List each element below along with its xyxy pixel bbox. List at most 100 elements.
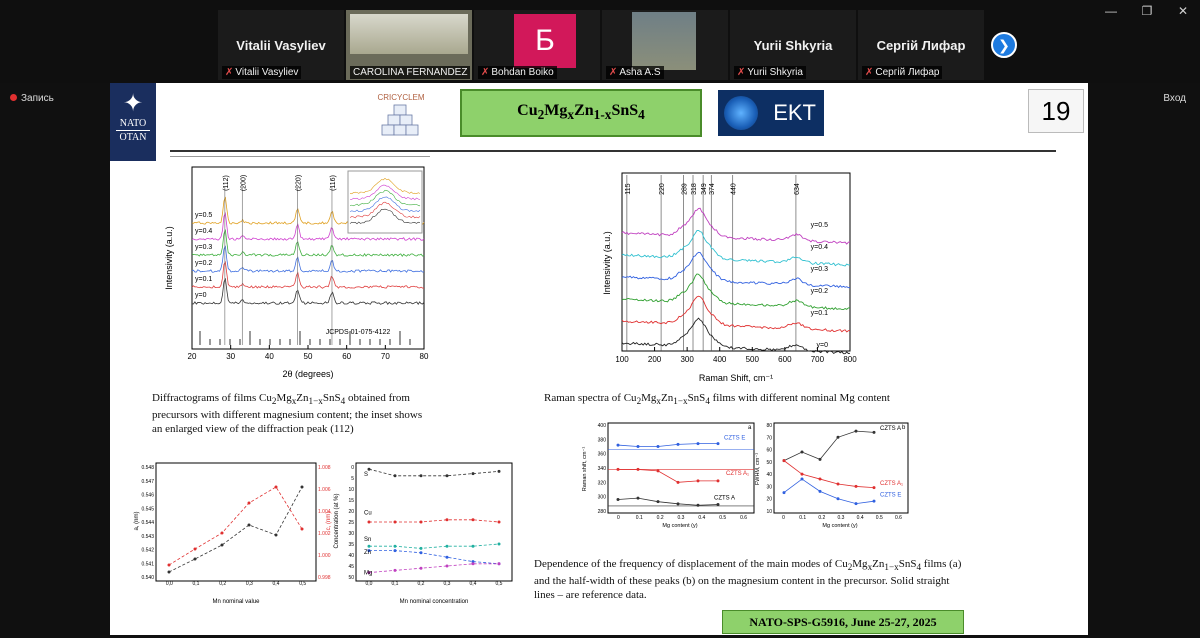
peak-label: (220) [296,175,303,191]
participant-label: CAROLINA FERNANDEZ S... [350,66,470,79]
participant-tile[interactable]: Vitalii Vasyliev ✗ Vitalii Vasyliev [218,10,344,80]
Zn-series [369,550,500,565]
CZTS-E-series-point [836,497,840,501]
Zn-series-point [367,549,371,553]
x-tick-label: 0,5 [299,581,306,587]
jcpds-label: JCPDS 01-075-4122 [326,329,391,336]
CZTS-E-series-point [676,442,680,446]
CZTS-A-series-point [800,450,804,454]
y-tick-label: 50 [348,575,354,581]
x-tick-label: 0.4 [698,515,705,521]
CZTS-A1-series-point [818,477,822,481]
series-label: y=0.1 [195,276,212,283]
x-tick-label: 0,0 [366,581,373,587]
x-tick-label: 0,1 [193,581,200,587]
participant-tile[interactable]: Yurii Shkyria ✗ Yurii Shkyria [730,10,856,80]
peak-label: 220 [659,183,666,195]
participant-name: Vitalii Vasyliev [236,38,326,53]
Zn-series-point [393,549,397,553]
ekt-logo: EKT [718,90,824,136]
a-series-point [193,557,197,561]
participant-tile[interactable]: Сергій Лифар ✗ Сергій Лифар [858,10,984,80]
CZTS-A-series-point [616,498,620,502]
minimize-icon[interactable]: — [1105,4,1117,18]
x-tick-label: 700 [811,355,825,364]
exit-button[interactable]: Вход [1163,93,1186,104]
y-tick-label: 0.548 [141,465,154,471]
y-axis-label: Concentration (at %) [334,493,340,548]
participant-tile-video[interactable]: ✗ Asha A.S [602,10,728,80]
Zn-series-point [419,551,423,555]
Sn-series-point [367,544,371,548]
series-label: y=0.1 [811,310,828,317]
x-tick-label: 0,4 [273,581,280,587]
CZTS-A1-series-point [696,479,700,483]
y-tick-label: 20 [348,509,354,515]
inset-series-line [349,184,421,201]
x-tick-label: 800 [843,355,857,364]
CZTS-E-series-point [656,445,660,448]
Cu-series-point [419,520,423,524]
svg-text:CRICYCLEM: CRICYCLEM [377,93,424,102]
y-tick-label: 300 [598,495,607,501]
y-tick-label: 45 [348,564,354,570]
CZTS-E-series [617,443,718,447]
recording-indicator: Запись [10,93,54,104]
S-series-point [497,469,501,473]
Mg-series [368,563,499,573]
y-tick-label: 5 [351,476,354,482]
raman-series-line [621,207,851,245]
y-tick-label: 0.543 [141,534,154,540]
series-label: CZTS E [880,492,901,498]
y-tick-label: 25 [348,520,354,526]
Cu-series-point [367,520,371,524]
globe-icon [724,96,758,130]
y-tick-label-right: 1.002 [318,531,331,537]
CZTS-A1-series [783,460,875,489]
peak-label: 634 [794,183,801,195]
meeting-top-bar: — ❐ ✕ Vitalii Vasyliev ✗ Vitalii Vasyliev… [0,0,1200,83]
participant-tile-video[interactable]: CAROLINA FERNANDEZ S... [346,10,472,80]
y-tick-label: 400 [598,423,607,429]
c-series-point [247,501,251,505]
y-tick-label: 0.542 [141,548,154,554]
restore-icon[interactable]: ❐ [1141,4,1153,18]
series-label: y=0 [817,342,829,349]
Cu-series [369,519,500,523]
footer-conference: NATO-SPS-G5916, June 25-27, 2025 [722,610,964,634]
x-tick-label: 40 [265,352,274,361]
a-series [168,486,303,573]
series-label: y=0.2 [811,288,828,295]
series-label: Mg [364,571,372,577]
y-tick-label: 15 [348,498,354,504]
x-tick-label: 0,2 [219,581,226,587]
x-tick-label: 0.2 [818,515,825,521]
CZTS-A-series-point [818,457,822,461]
x-tick-label: 0,4 [470,581,477,587]
x-axis-label: Mn nominal concentration [400,599,469,605]
Mg-series-point [445,564,449,568]
raman-caption: Raman spectra of Cu2MgxZn1−xSnS4 films w… [544,392,890,407]
y-tick-label: 0 [351,465,354,471]
y-tick-label: 360 [598,452,607,458]
CZTS-A-series-point [676,502,680,506]
xrd-chart: 20 30 40 50 60 70 80 y=0.5 y=0.4 y=0.3 y=0.2 y=0.1… [164,166,429,379]
x-tick-label: 100 [615,355,629,364]
x-tick-label: 0 [617,515,620,521]
raman-shift-chart: 0 0.1 0.2 0.3 0.4 0.5 0.6 400 380 360 340 320 300 280… [582,422,755,529]
record-icon [10,94,17,101]
close-icon[interactable]: ✕ [1177,4,1189,18]
a-series-point [167,570,171,574]
S-series-point [393,474,397,478]
CZTS-A1-series-point [656,469,660,473]
peak-label: 115 [625,183,632,194]
composition-chart: 0,0 0,1 0,2 0,3 0,4 0,5 0 5 10 15 20 25 30 35 40 45 50 S… [334,462,513,605]
participant-tile[interactable]: Б ✗ Bohdan Boiko [474,10,600,80]
Cu-series-point [393,520,397,524]
c-series-point [220,531,224,535]
y-tick-label: 10 [766,509,772,515]
series-label: y=0.5 [195,212,212,219]
S-series-point [419,474,423,478]
next-participants-button[interactable]: ❯ [991,32,1017,58]
y-axis-label: Raman shift, cm⁻¹ [582,447,588,492]
